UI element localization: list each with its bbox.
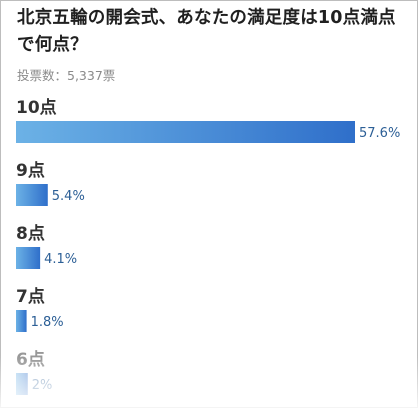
vote-count: 投票数：5,337票 (17, 68, 116, 83)
value-label: 4.1% (44, 252, 77, 267)
bar (16, 184, 48, 206)
bar-row: 9点 5.4% (16, 160, 85, 206)
category-label: 9点 (16, 160, 45, 181)
bar-row: 6点 2% (16, 349, 52, 395)
poll-title: 北京五輪の開会式、あなたの満足度は10点満点で何点？ (17, 8, 396, 55)
bar-row: 7点 1.8% (16, 286, 64, 332)
value-label: 5.4% (52, 189, 85, 204)
category-label: 8点 (16, 223, 45, 244)
bar (16, 310, 27, 332)
bar (16, 247, 41, 269)
bar (16, 373, 28, 395)
bar (16, 121, 355, 143)
value-label: 57.6% (359, 126, 400, 141)
category-label: 10点 (16, 97, 57, 118)
value-label: 2% (32, 378, 53, 393)
category-label: 7点 (16, 286, 45, 307)
bar-row: 10点 57.6% (16, 97, 400, 143)
bar-row: 8点 4.1% (16, 223, 77, 269)
value-label: 1.8% (31, 315, 64, 330)
category-label: 6点 (16, 349, 45, 370)
